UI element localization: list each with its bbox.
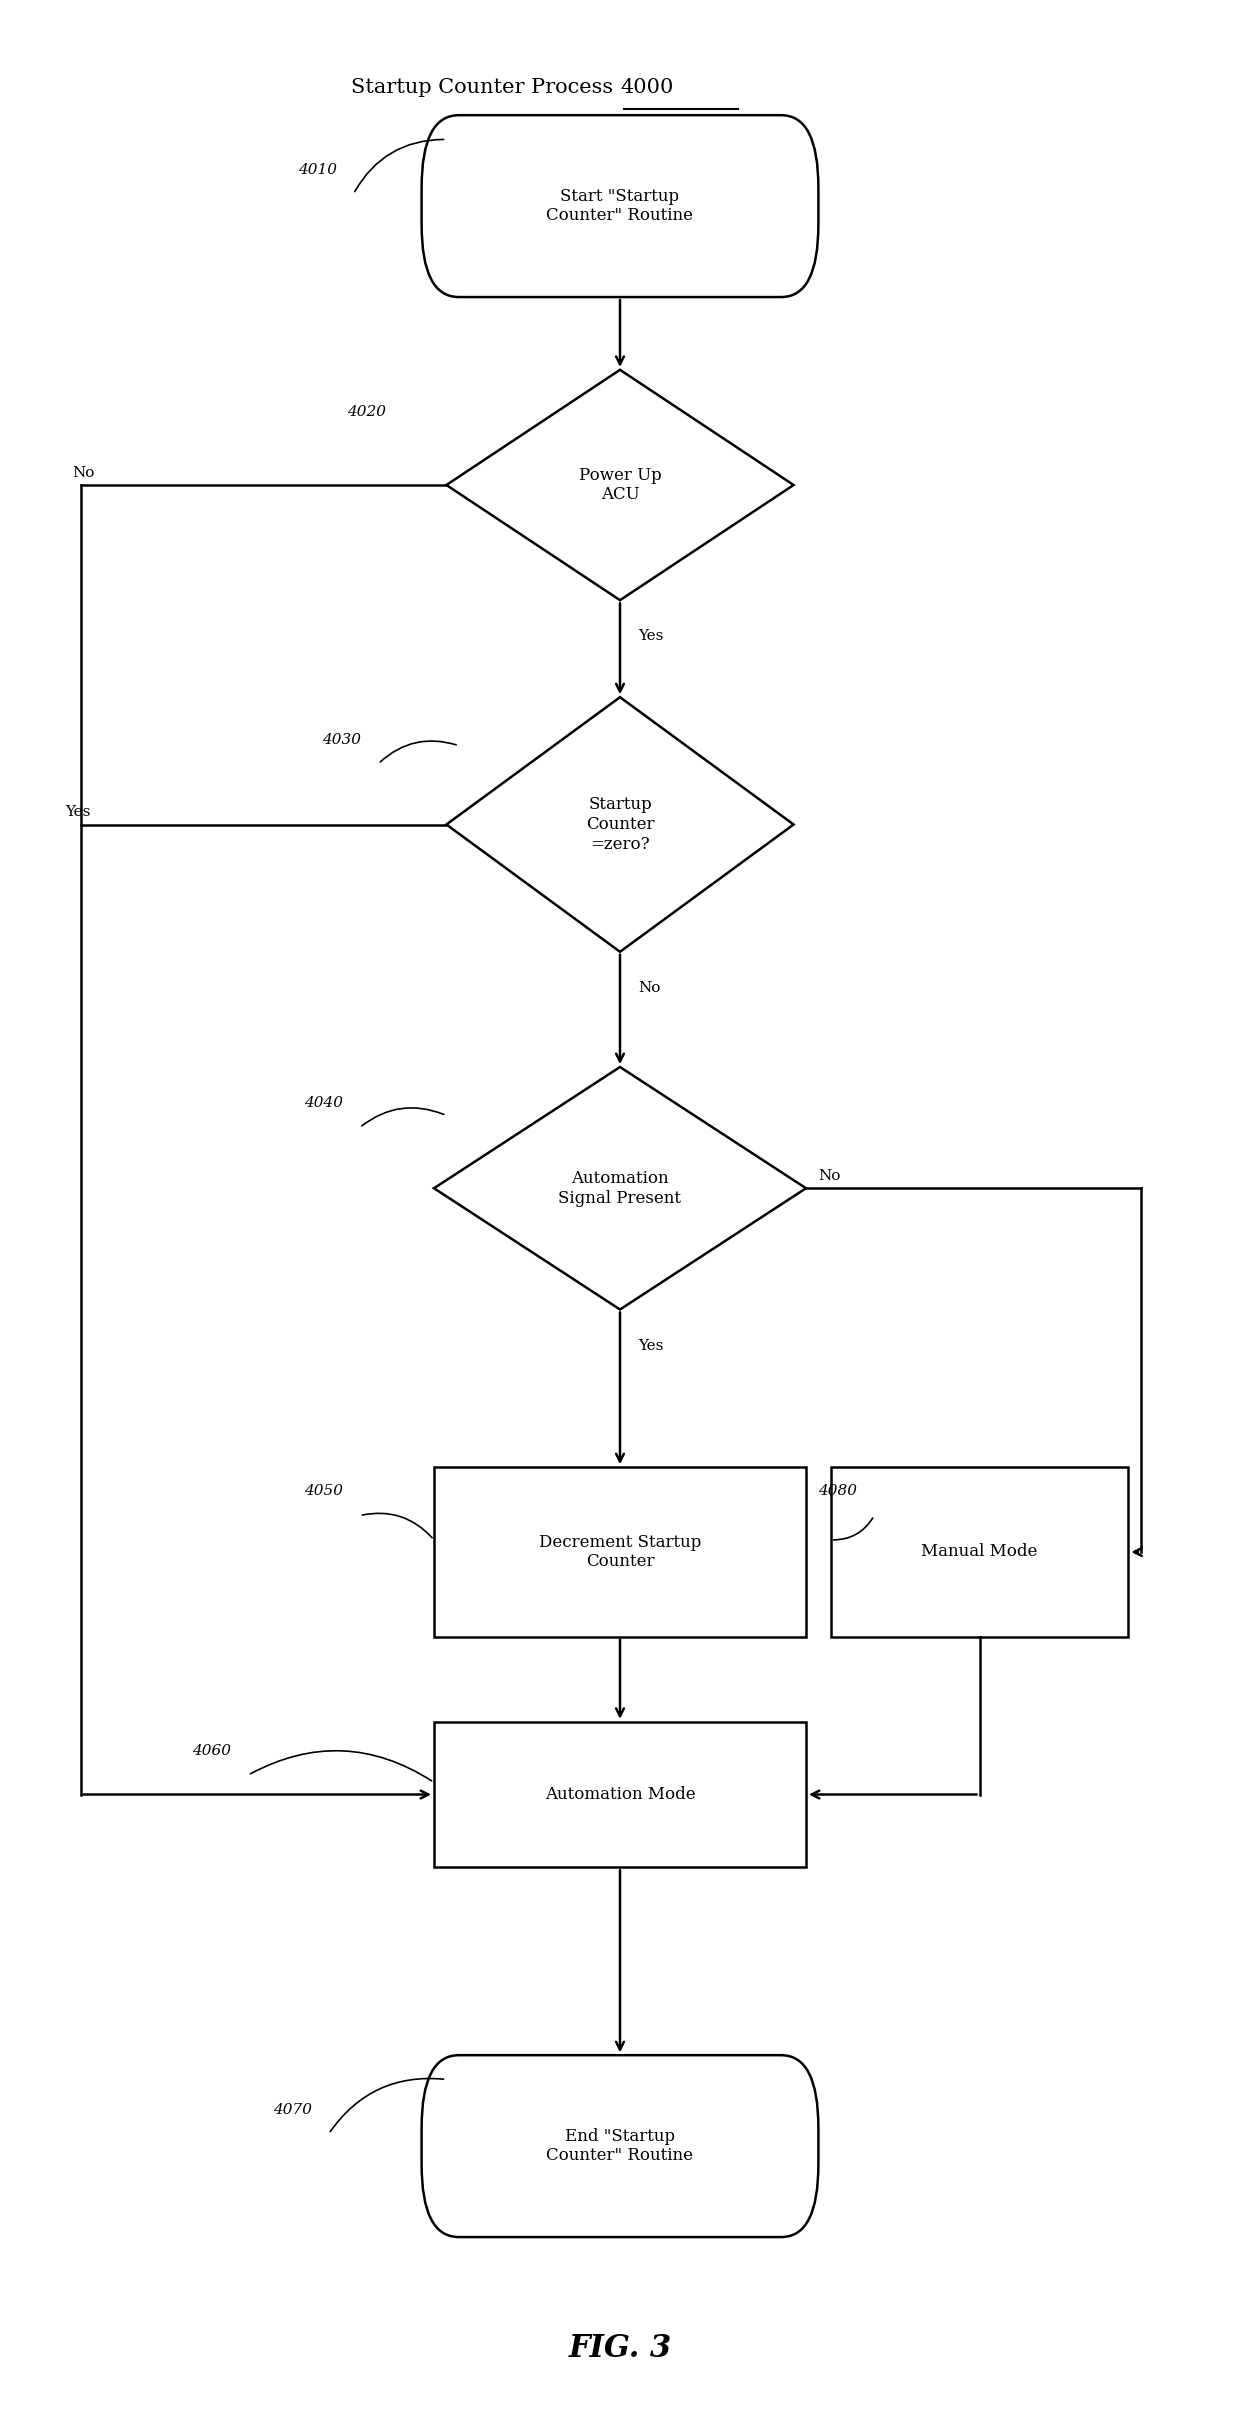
Polygon shape — [434, 1067, 806, 1310]
FancyBboxPatch shape — [422, 114, 818, 296]
Text: 4060: 4060 — [192, 1744, 231, 1758]
Text: No: No — [72, 466, 94, 480]
Text: Yes: Yes — [639, 1339, 663, 1353]
Polygon shape — [446, 369, 794, 599]
FancyBboxPatch shape — [434, 1722, 806, 1867]
Text: Startup
Counter
=zero?: Startup Counter =zero? — [585, 795, 655, 854]
Text: 4070: 4070 — [273, 2102, 311, 2117]
Polygon shape — [446, 698, 794, 951]
Text: 4030: 4030 — [322, 732, 361, 747]
Text: Automation Mode: Automation Mode — [544, 1785, 696, 1804]
FancyBboxPatch shape — [831, 1467, 1128, 1637]
Text: 4000: 4000 — [620, 78, 673, 97]
Text: 4050: 4050 — [304, 1484, 342, 1499]
Text: End "Startup
Counter" Routine: End "Startup Counter" Routine — [547, 2127, 693, 2166]
Text: Automation
Signal Present: Automation Signal Present — [558, 1169, 682, 1208]
Text: Yes: Yes — [66, 805, 91, 820]
FancyBboxPatch shape — [434, 1467, 806, 1637]
Text: Manual Mode: Manual Mode — [921, 1542, 1038, 1562]
Text: No: No — [818, 1169, 841, 1183]
Text: 4080: 4080 — [818, 1484, 857, 1499]
FancyBboxPatch shape — [422, 2054, 818, 2236]
Text: Startup Counter Process: Startup Counter Process — [351, 78, 620, 97]
Text: Decrement Startup
Counter: Decrement Startup Counter — [539, 1533, 701, 1571]
Text: Power Up
ACU: Power Up ACU — [579, 466, 661, 504]
Text: 4010: 4010 — [298, 162, 336, 177]
Text: 4020: 4020 — [347, 405, 386, 420]
Text: FIG. 3: FIG. 3 — [568, 2333, 672, 2364]
Text: Yes: Yes — [639, 628, 663, 643]
Text: 4040: 4040 — [304, 1096, 342, 1111]
Text: No: No — [639, 980, 661, 994]
Text: Start "Startup
Counter" Routine: Start "Startup Counter" Routine — [547, 187, 693, 226]
